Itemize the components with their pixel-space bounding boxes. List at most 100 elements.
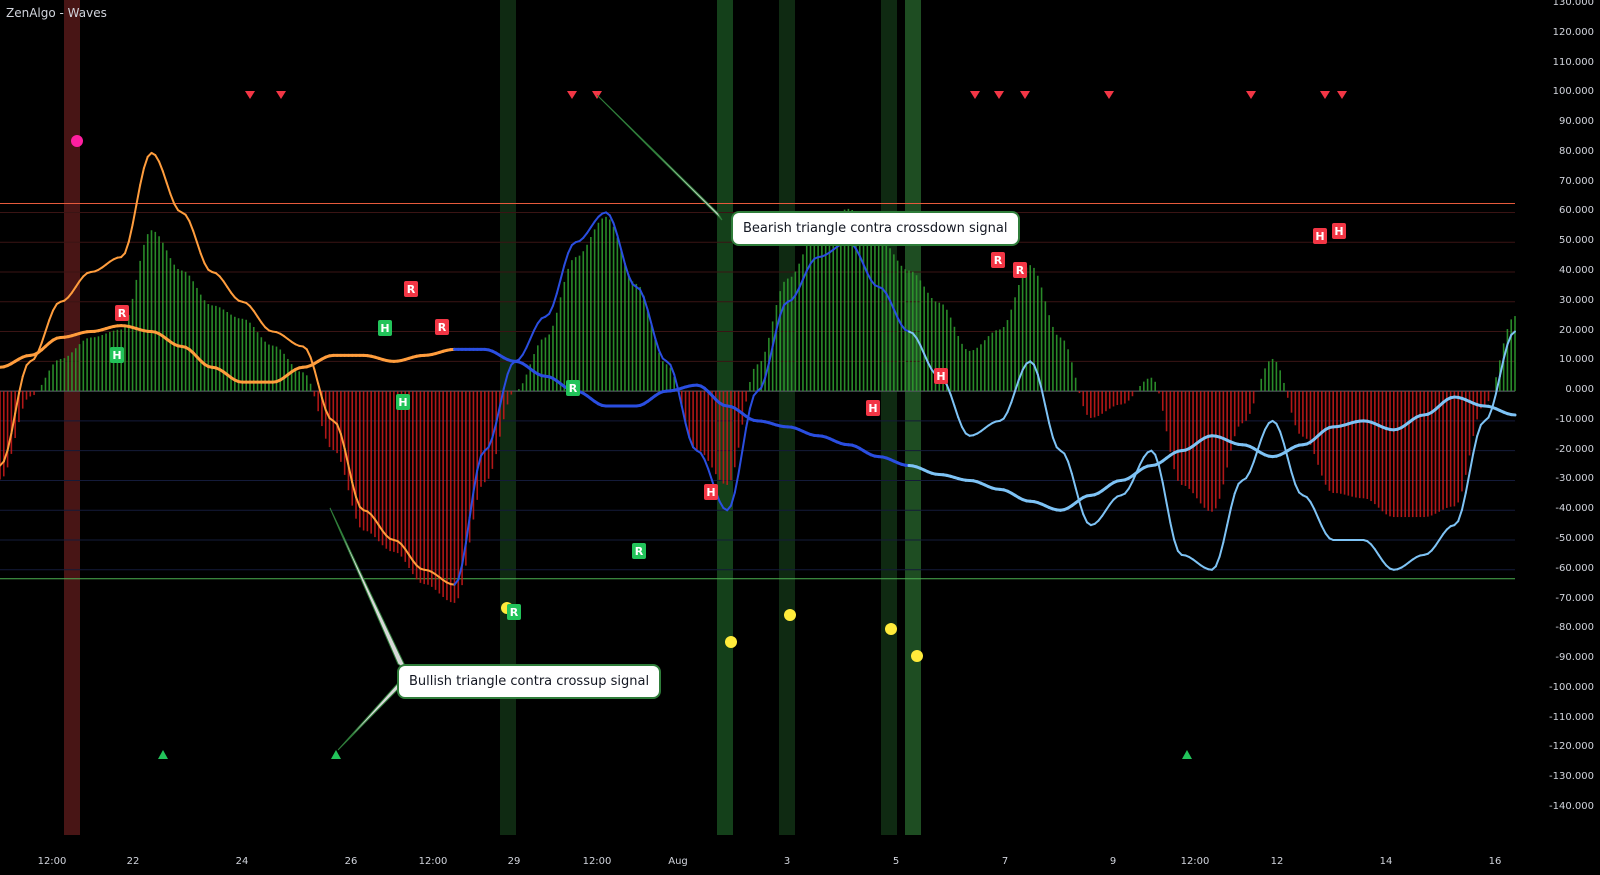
- y-tick-label: -130.000: [1549, 771, 1594, 783]
- wave-line-segment: [1226, 507, 1232, 527]
- wave-line-segment: [676, 387, 683, 407]
- x-tick-label: 7: [1001, 856, 1009, 867]
- wave-line-segment: [529, 329, 536, 340]
- wave-line-segment: [305, 348, 312, 359]
- wave-line-segment: [669, 363, 676, 376]
- wave-line-segment: [195, 241, 202, 255]
- wave-line-segment: [1108, 498, 1115, 506]
- wave-line-segment: [506, 363, 513, 376]
- wave-line-segment: [1173, 538, 1179, 552]
- y-tick-label: 120.000: [1552, 26, 1594, 38]
- wave-line-segment: [1222, 524, 1229, 544]
- y-tick-label: -100.000: [1549, 681, 1594, 693]
- highlight-band: [717, 0, 733, 835]
- wave-line-segment: [1252, 449, 1259, 464]
- wave-line-segment: [339, 432, 346, 450]
- wave-line-segment: [1127, 480, 1134, 490]
- wave-line-segment: [1279, 430, 1285, 445]
- wave-line-segment: [1464, 472, 1471, 494]
- regular-bullish-marker-bg: [507, 604, 521, 620]
- regular-bearish-marker-label: R: [1016, 264, 1025, 277]
- y-tick-label: 70.000: [1559, 175, 1594, 187]
- wave-line-segment: [680, 405, 687, 425]
- y-tick-label: 100.000: [1552, 86, 1594, 98]
- background-bands: [64, 0, 921, 835]
- bearish-triangle-icon: [1320, 91, 1330, 99]
- wave-line-segment: [320, 396, 327, 411]
- wave-line-segment: [313, 368, 320, 385]
- wave-line-segment: [536, 317, 543, 325]
- wave-line-segment: [1006, 401, 1013, 414]
- wave-line-segment: [1370, 543, 1376, 551]
- wave-line-segment: [790, 294, 797, 302]
- hidden-bearish-marker: H: [704, 484, 718, 500]
- wave-line-segment: [919, 344, 926, 355]
- oversold-dot: [911, 650, 923, 662]
- wave-line-segment: [1275, 422, 1282, 433]
- wave-line-segment: [639, 288, 645, 299]
- wave-line-segment: [502, 373, 509, 390]
- wave-line-segment: [78, 275, 85, 283]
- wave-line-segment: [10, 412, 17, 435]
- wave-line-segment: [1014, 378, 1020, 393]
- y-tick-label: 40.000: [1559, 265, 1594, 276]
- wave-line-segment: [658, 349, 664, 360]
- wave-line-segment: [945, 383, 952, 396]
- bullish-triangle-icon: [1182, 750, 1192, 759]
- wave-line-segment: [355, 496, 361, 508]
- wave-line-segment: [351, 481, 358, 499]
- x-tick-label: 16: [1488, 856, 1502, 867]
- x-tick-label: 12:00: [1180, 856, 1210, 867]
- wave-line-segment: [226, 285, 233, 294]
- hidden-bullish-marker-bg: [378, 320, 392, 336]
- highlight-band: [500, 0, 516, 835]
- wave-line-segment: [498, 387, 505, 407]
- wave-line-segment: [718, 500, 725, 509]
- y-tick-label: -30.000: [1555, 473, 1594, 485]
- wave-line-segment: [74, 280, 81, 288]
- wave-line-segment: [123, 240, 130, 255]
- y-tick-label: -20.000: [1555, 443, 1594, 455]
- hidden-bearish-marker-label: H: [868, 402, 877, 415]
- y-tick-label: 80.000: [1559, 145, 1594, 157]
- wave-line-segment: [40, 330, 47, 344]
- wave-line-segment: [775, 313, 782, 331]
- x-tick-label: 12:00: [582, 856, 612, 867]
- regular-bullish-marker: R: [566, 380, 580, 396]
- wave-line-segment: [343, 447, 350, 467]
- wave-line-segment: [317, 382, 323, 399]
- y-tick-label: -80.000: [1555, 622, 1594, 634]
- wave-line-segment: [646, 308, 653, 326]
- x-tick-label: 14: [1379, 856, 1393, 867]
- wave-line-segment: [1097, 514, 1104, 522]
- wave-line-segment: [620, 248, 626, 265]
- y-tick-label: 50.000: [1559, 235, 1594, 247]
- wave-line-segment: [1142, 451, 1149, 459]
- wave-line-segment: [127, 223, 134, 243]
- wave-line-segment: [923, 352, 929, 364]
- wave-line-segment: [889, 299, 895, 311]
- wave-line-segment: [699, 451, 706, 461]
- wave-line-segment: [1139, 456, 1145, 466]
- wave-line-segment: [953, 405, 960, 419]
- y-tick-label: -60.000: [1555, 562, 1594, 574]
- wave-line-segment: [961, 426, 967, 435]
- wave-line-segment: [1487, 406, 1494, 419]
- y-tick-label: -120.000: [1549, 741, 1594, 753]
- regular-bearish-marker: R: [991, 252, 1005, 268]
- wave-line-segment: [748, 394, 755, 410]
- regular-bearish-marker-bg: [115, 305, 129, 321]
- wave-line-segment: [1434, 539, 1441, 547]
- bearish-triangle-icon: [1020, 91, 1030, 99]
- hidden-bearish-marker-bg: [1332, 223, 1346, 239]
- wave-line-segment: [377, 524, 384, 532]
- oversold-dot: [725, 636, 737, 648]
- wave-line-segment: [476, 454, 483, 472]
- wave-line-segment: [260, 321, 267, 329]
- y-tick-label: 0.000: [1565, 384, 1594, 396]
- wave-line-segment: [480, 449, 486, 457]
- wave-line-segment: [559, 264, 566, 281]
- wave-line-segment: [767, 345, 774, 365]
- wave-line-segment: [525, 338, 532, 349]
